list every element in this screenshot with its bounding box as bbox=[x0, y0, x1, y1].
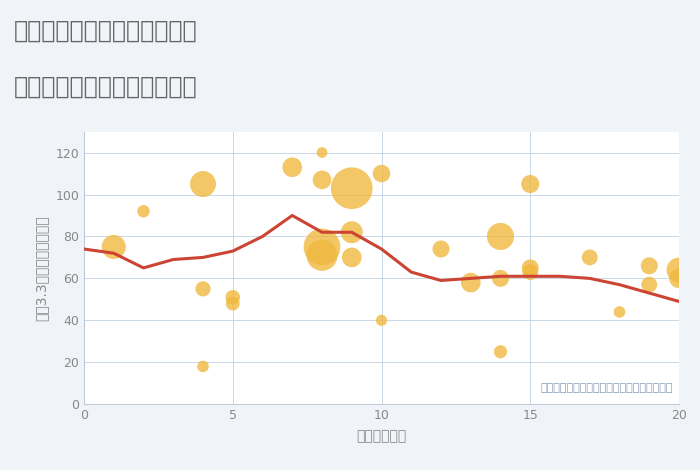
Point bbox=[197, 285, 209, 293]
Point bbox=[525, 268, 536, 276]
Point bbox=[673, 266, 685, 274]
Point bbox=[376, 170, 387, 177]
Point bbox=[316, 149, 328, 157]
Point bbox=[584, 254, 595, 261]
Point bbox=[346, 184, 357, 192]
Point bbox=[197, 180, 209, 188]
Point bbox=[614, 308, 625, 316]
Point bbox=[465, 279, 476, 286]
Point bbox=[287, 164, 298, 171]
Point bbox=[495, 233, 506, 240]
Point bbox=[376, 317, 387, 324]
Text: 円の大きさは、取引のあった物件面積を示す: 円の大きさは、取引のあった物件面積を示す bbox=[540, 384, 673, 393]
Point bbox=[435, 245, 447, 253]
Point bbox=[316, 251, 328, 259]
Text: 愛知県稲沢市平和町須ヶ谷の: 愛知県稲沢市平和町須ヶ谷の bbox=[14, 19, 197, 43]
Point bbox=[495, 348, 506, 355]
Point bbox=[346, 228, 357, 236]
Y-axis label: 坪（3.3㎡）単価（万円）: 坪（3.3㎡）単価（万円） bbox=[34, 215, 48, 321]
Point bbox=[316, 243, 328, 251]
Point bbox=[197, 363, 209, 370]
Point bbox=[673, 274, 685, 282]
Point bbox=[316, 176, 328, 184]
Point bbox=[227, 293, 238, 301]
Point bbox=[138, 208, 149, 215]
Point bbox=[495, 274, 506, 282]
Point bbox=[346, 254, 357, 261]
Point bbox=[227, 300, 238, 307]
Point bbox=[108, 243, 119, 251]
X-axis label: 駅距離（分）: 駅距離（分） bbox=[356, 429, 407, 443]
Point bbox=[644, 281, 655, 289]
Point bbox=[644, 262, 655, 270]
Point bbox=[525, 264, 536, 272]
Text: 駅距離別中古マンション価格: 駅距離別中古マンション価格 bbox=[14, 75, 197, 99]
Point bbox=[525, 180, 536, 188]
